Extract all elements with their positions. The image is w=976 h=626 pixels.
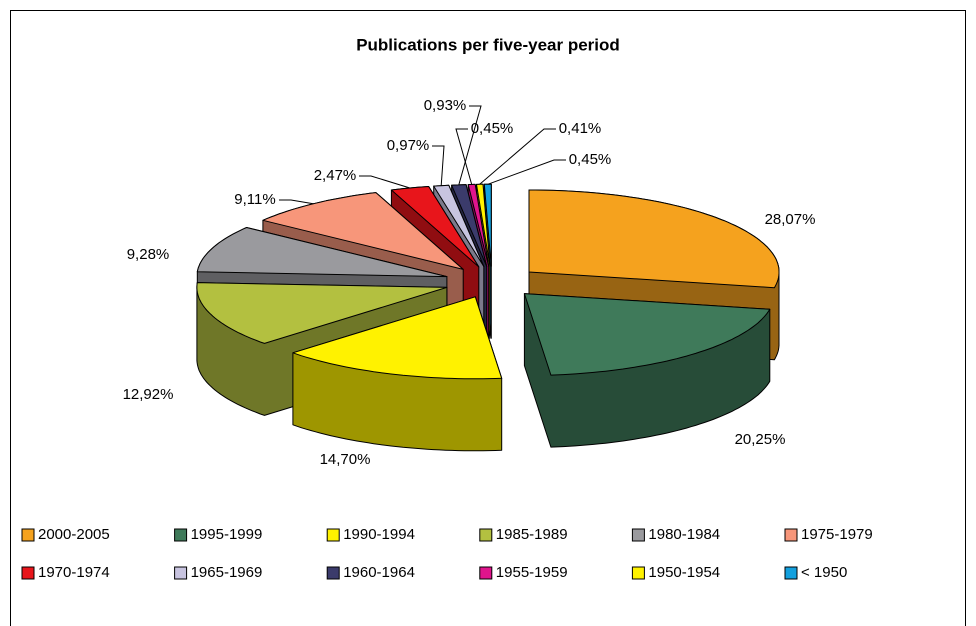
legend-label: 1990-1994 — [343, 526, 415, 543]
leader-line — [458, 105, 482, 186]
leader-line — [359, 175, 411, 189]
slice — [528, 189, 780, 289]
legend-label: 1955-1959 — [496, 564, 568, 581]
data-label: 28,07% — [765, 211, 816, 228]
data-label: 0,97% — [387, 137, 430, 154]
legend-swatch — [784, 566, 798, 580]
legend-label: 2000-2005 — [38, 526, 110, 543]
legend-label: 1950-1954 — [648, 564, 720, 581]
legend-swatch — [631, 528, 645, 542]
leader-line — [432, 145, 445, 186]
legend-swatch — [631, 566, 645, 580]
leader-line — [455, 128, 473, 185]
data-label: 0,45% — [471, 120, 514, 137]
leader-line — [279, 199, 314, 205]
slice — [196, 282, 448, 344]
chart-title: Publications per five-year period — [356, 35, 620, 54]
legend-label: 1995-1999 — [191, 526, 263, 543]
legend-swatch — [326, 566, 340, 580]
data-label: 0,93% — [424, 97, 467, 114]
slice — [292, 296, 503, 380]
legend-swatch — [174, 566, 188, 580]
slice — [196, 227, 448, 278]
data-label: 12,92% — [123, 386, 174, 403]
data-label: 9,11% — [234, 191, 275, 208]
data-label: 0,45% — [569, 151, 612, 168]
legend-label: 1975-1979 — [801, 526, 873, 543]
legend-label: 1965-1969 — [191, 564, 263, 581]
data-label: 9,28% — [127, 246, 170, 263]
legend-label: 1970-1974 — [38, 564, 110, 581]
data-label: 0,41% — [559, 120, 602, 137]
legend-label: 1980-1984 — [648, 526, 720, 543]
leader-line — [487, 159, 566, 185]
data-label: 2,47% — [314, 167, 357, 184]
legend-swatch — [479, 566, 493, 580]
legend-swatch — [784, 528, 798, 542]
legend-label: 1985-1989 — [496, 526, 568, 543]
legend-label: 1960-1964 — [343, 564, 415, 581]
legend-swatch — [174, 528, 188, 542]
legend-swatch — [326, 528, 340, 542]
leader-line — [479, 128, 556, 185]
legend-swatch — [21, 566, 35, 580]
legend-swatch — [21, 528, 35, 542]
data-label: 20,25% — [735, 431, 786, 448]
legend-swatch — [479, 528, 493, 542]
legend-label: < 1950 — [801, 564, 847, 581]
slice — [523, 293, 771, 376]
data-label: 14,70% — [320, 451, 371, 468]
